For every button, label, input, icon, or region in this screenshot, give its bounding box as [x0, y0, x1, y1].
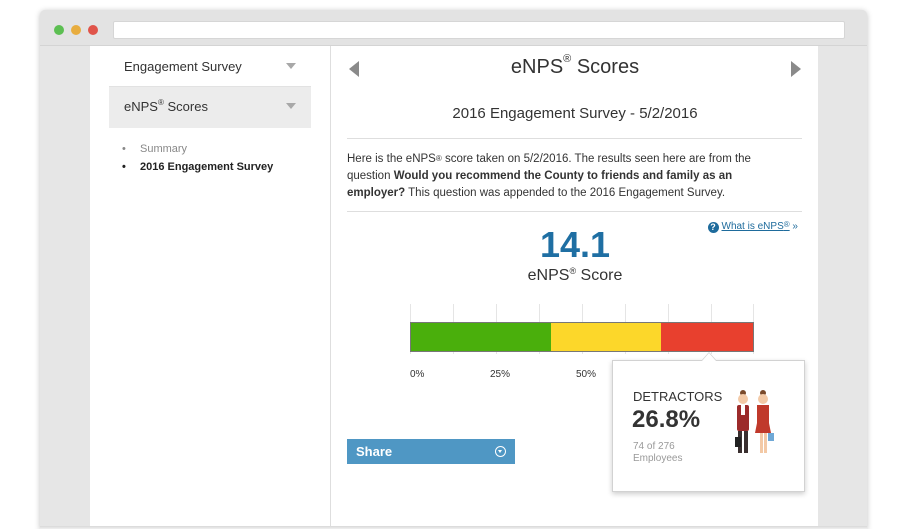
sidebar-divider — [330, 46, 331, 529]
tooltip-value: 26.8% — [632, 406, 701, 433]
chevron-down-icon — [286, 103, 296, 109]
sidebar-subnav: • Summary • 2016 Engagement Survey — [122, 140, 273, 176]
previous-arrow-icon[interactable] — [349, 61, 359, 77]
page-title: eNPS® Scores — [510, 53, 640, 78]
window-minimize-button[interactable] — [71, 25, 81, 35]
detractors-segment[interactable] — [661, 323, 753, 351]
window-close-button[interactable] — [88, 25, 98, 35]
sidebar-item-label: Engagement Survey — [124, 59, 242, 74]
enps-score-value: 14.1 — [539, 224, 611, 265]
share-button[interactable]: Share — [347, 439, 515, 464]
address-bar[interactable] — [113, 21, 845, 39]
sidebar: Engagement Survey eNPS® Scores • Summary… — [90, 46, 330, 529]
detractors-tooltip: DETRACTORS 26.8% 74 of 276 Employees — [612, 352, 805, 492]
passives-segment[interactable] — [550, 323, 662, 351]
promoters-segment[interactable] — [411, 323, 551, 351]
chevron-down-icon — [286, 63, 296, 69]
next-arrow-icon[interactable] — [791, 61, 801, 77]
subnav-item-2016-engagement-survey[interactable]: • 2016 Engagement Survey — [122, 158, 273, 176]
browser-window: Engagement Survey eNPS® Scores • Summary… — [40, 10, 867, 529]
tooltip-label: DETRACTORS — [633, 389, 723, 404]
people-illustration — [735, 390, 774, 453]
sidebar-item-label: eNPS® Scores — [124, 98, 208, 114]
enps-distribution-bar — [410, 322, 754, 352]
tooltip-count: 74 of 276 Employees — [633, 441, 683, 464]
tick-label: 0% — [410, 369, 425, 380]
page-viewport: Engagement Survey eNPS® Scores • Summary… — [90, 46, 818, 529]
divider — [347, 211, 802, 212]
bullet-icon: • — [122, 161, 126, 173]
tick-label: 50% — [576, 369, 597, 380]
enps-score-label: eNPS® Score — [527, 266, 623, 284]
subnav-item-summary[interactable]: • Summary — [122, 140, 273, 158]
window-zoom-button[interactable] — [54, 25, 64, 35]
bullet-icon: • — [122, 143, 126, 155]
divider — [347, 138, 802, 139]
what-is-enps-link[interactable]: ? What is eNPS® » — [707, 220, 798, 233]
sidebar-item-engagement-survey[interactable]: Engagement Survey — [109, 47, 311, 87]
description-text: Here is the eNPS® score taken on 5/2/201… — [347, 153, 751, 199]
page-bottom-edge — [40, 526, 867, 529]
tick-label: 25% — [490, 369, 511, 380]
browser-toolbar — [40, 10, 867, 46]
survey-title: 2016 Engagement Survey - 5/2/2016 — [452, 105, 698, 122]
main-content: eNPS® Scores 2016 Engagement Survey - 5/… — [332, 46, 818, 529]
chevron-circle-down-icon — [495, 446, 506, 457]
question-icon: ? — [707, 222, 719, 233]
sidebar-item-enps-scores[interactable]: eNPS® Scores — [109, 87, 311, 128]
